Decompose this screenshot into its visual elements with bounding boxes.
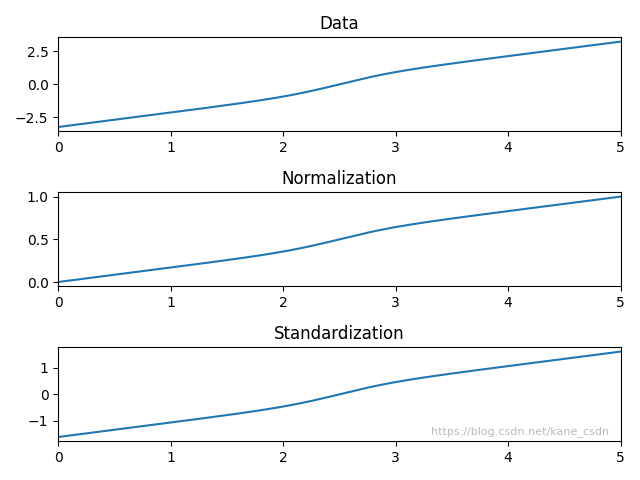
Text: https://blog.csdn.net/kane_csdn: https://blog.csdn.net/kane_csdn [431,426,609,437]
Title: Normalization: Normalization [282,170,397,188]
Title: Standardization: Standardization [274,325,404,343]
Title: Data: Data [319,15,359,33]
